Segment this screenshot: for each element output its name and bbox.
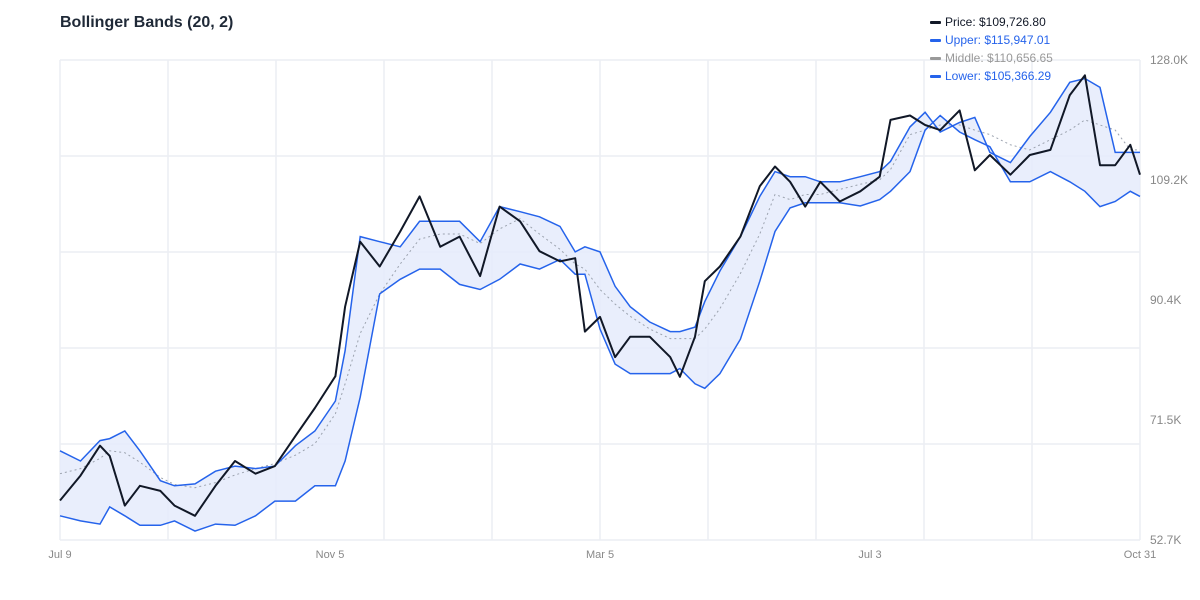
- legend-label-price: Price: $109,726.80: [945, 15, 1046, 29]
- price-line: [59, 74, 1141, 517]
- bollinger-band-fill: [60, 78, 1140, 532]
- legend-item-price[interactable]: Price: $109,726.80: [930, 13, 1053, 31]
- legend-swatch-middle: [930, 56, 941, 60]
- x-tick-label: Jul 9: [48, 549, 72, 561]
- legend: Price: $109,726.80 Upper: $115,947.01 Mi…: [930, 13, 1053, 85]
- legend-item-lower[interactable]: Lower: $105,366.29: [930, 67, 1053, 85]
- x-tick-label: Nov 5: [315, 549, 345, 561]
- middle-band-line: [59, 119, 1140, 489]
- legend-swatch-price: [930, 20, 941, 24]
- legend-item-middle[interactable]: Middle: $110,656.65: [930, 49, 1053, 67]
- y-tick-label: 52.7K: [1150, 533, 1182, 547]
- chart-title: Bollinger Bands (20, 2): [60, 14, 234, 31]
- x-tick-label: Jul 3: [858, 549, 882, 561]
- y-tick-label: 90.4K: [1150, 293, 1182, 307]
- legend-swatch-lower: [930, 74, 941, 78]
- legend-swatch-upper: [930, 38, 941, 42]
- x-tick-label: Oct 31: [1123, 549, 1157, 561]
- legend-label-middle: Middle: $110,656.65: [945, 51, 1053, 65]
- legend-label-upper: Upper: $115,947.01: [945, 33, 1051, 47]
- grid-lines: [59, 59, 1141, 541]
- x-tick-label: Mar 5: [585, 549, 615, 561]
- legend-label-lower: Lower: $105,366.29: [945, 69, 1052, 83]
- y-tick-label: 71.5K: [1150, 413, 1182, 427]
- y-tick-label: 109.2K: [1150, 173, 1189, 187]
- lower-band-line: [59, 114, 1141, 532]
- y-tick-label: 128.0K: [1150, 53, 1189, 67]
- legend-item-upper[interactable]: Upper: $115,947.01: [930, 31, 1053, 49]
